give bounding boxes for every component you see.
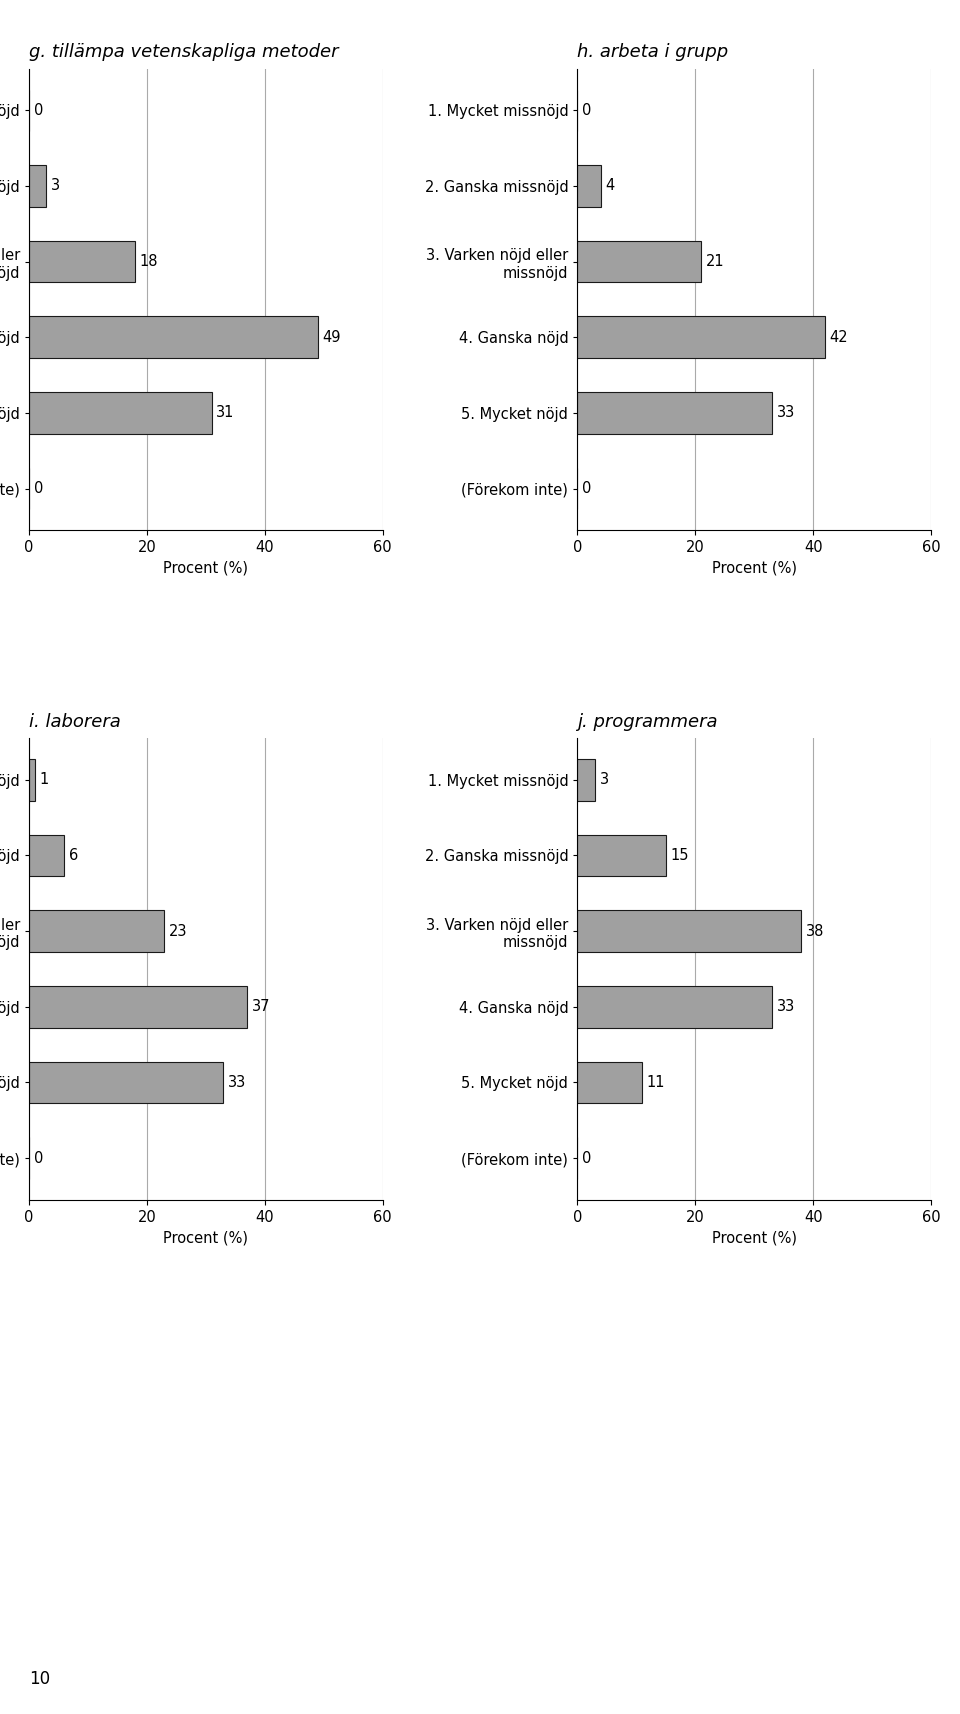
- X-axis label: Procent (%): Procent (%): [163, 1231, 249, 1244]
- Text: 18: 18: [140, 254, 158, 269]
- Text: 42: 42: [829, 329, 849, 345]
- Text: 4: 4: [606, 178, 614, 194]
- Bar: [29, 986, 247, 1028]
- Bar: [29, 835, 64, 876]
- Text: g. tillämpa vetenskapliga metoder: g. tillämpa vetenskapliga metoder: [29, 43, 338, 62]
- Text: h. arbeta i grupp: h. arbeta i grupp: [577, 43, 729, 62]
- Text: 49: 49: [323, 329, 341, 345]
- Text: 0: 0: [582, 103, 591, 118]
- Text: 37: 37: [252, 999, 271, 1015]
- Bar: [29, 759, 35, 800]
- Text: 38: 38: [806, 924, 825, 939]
- Text: 21: 21: [706, 254, 725, 269]
- Bar: [29, 1061, 224, 1104]
- Text: 23: 23: [169, 924, 187, 939]
- Bar: [577, 910, 802, 951]
- Bar: [577, 393, 772, 434]
- Text: 33: 33: [777, 999, 795, 1015]
- Text: j. programmera: j. programmera: [577, 713, 718, 730]
- Text: 0: 0: [34, 103, 43, 118]
- Text: 11: 11: [647, 1075, 665, 1090]
- Bar: [29, 165, 46, 207]
- Text: 10: 10: [29, 1669, 50, 1688]
- X-axis label: Procent (%): Procent (%): [711, 560, 797, 576]
- Text: 6: 6: [69, 848, 78, 862]
- Text: 1: 1: [39, 773, 49, 787]
- Text: 3: 3: [600, 773, 609, 787]
- Text: 0: 0: [582, 1150, 591, 1166]
- Bar: [29, 240, 135, 283]
- Bar: [577, 835, 666, 876]
- Bar: [577, 759, 595, 800]
- Text: 0: 0: [34, 1150, 43, 1166]
- Bar: [577, 317, 825, 358]
- Text: i. laborera: i. laborera: [29, 713, 121, 730]
- Text: 3: 3: [51, 178, 60, 194]
- Bar: [29, 393, 211, 434]
- Bar: [577, 240, 701, 283]
- Bar: [577, 1061, 642, 1104]
- Bar: [29, 317, 318, 358]
- Bar: [29, 910, 164, 951]
- Bar: [577, 986, 772, 1028]
- Text: 0: 0: [582, 482, 591, 495]
- Text: 33: 33: [777, 406, 795, 420]
- Bar: [577, 165, 601, 207]
- X-axis label: Procent (%): Procent (%): [163, 560, 249, 576]
- Text: 15: 15: [670, 848, 689, 862]
- Text: 31: 31: [216, 406, 235, 420]
- Text: 0: 0: [34, 482, 43, 495]
- X-axis label: Procent (%): Procent (%): [711, 1231, 797, 1244]
- Text: 33: 33: [228, 1075, 247, 1090]
